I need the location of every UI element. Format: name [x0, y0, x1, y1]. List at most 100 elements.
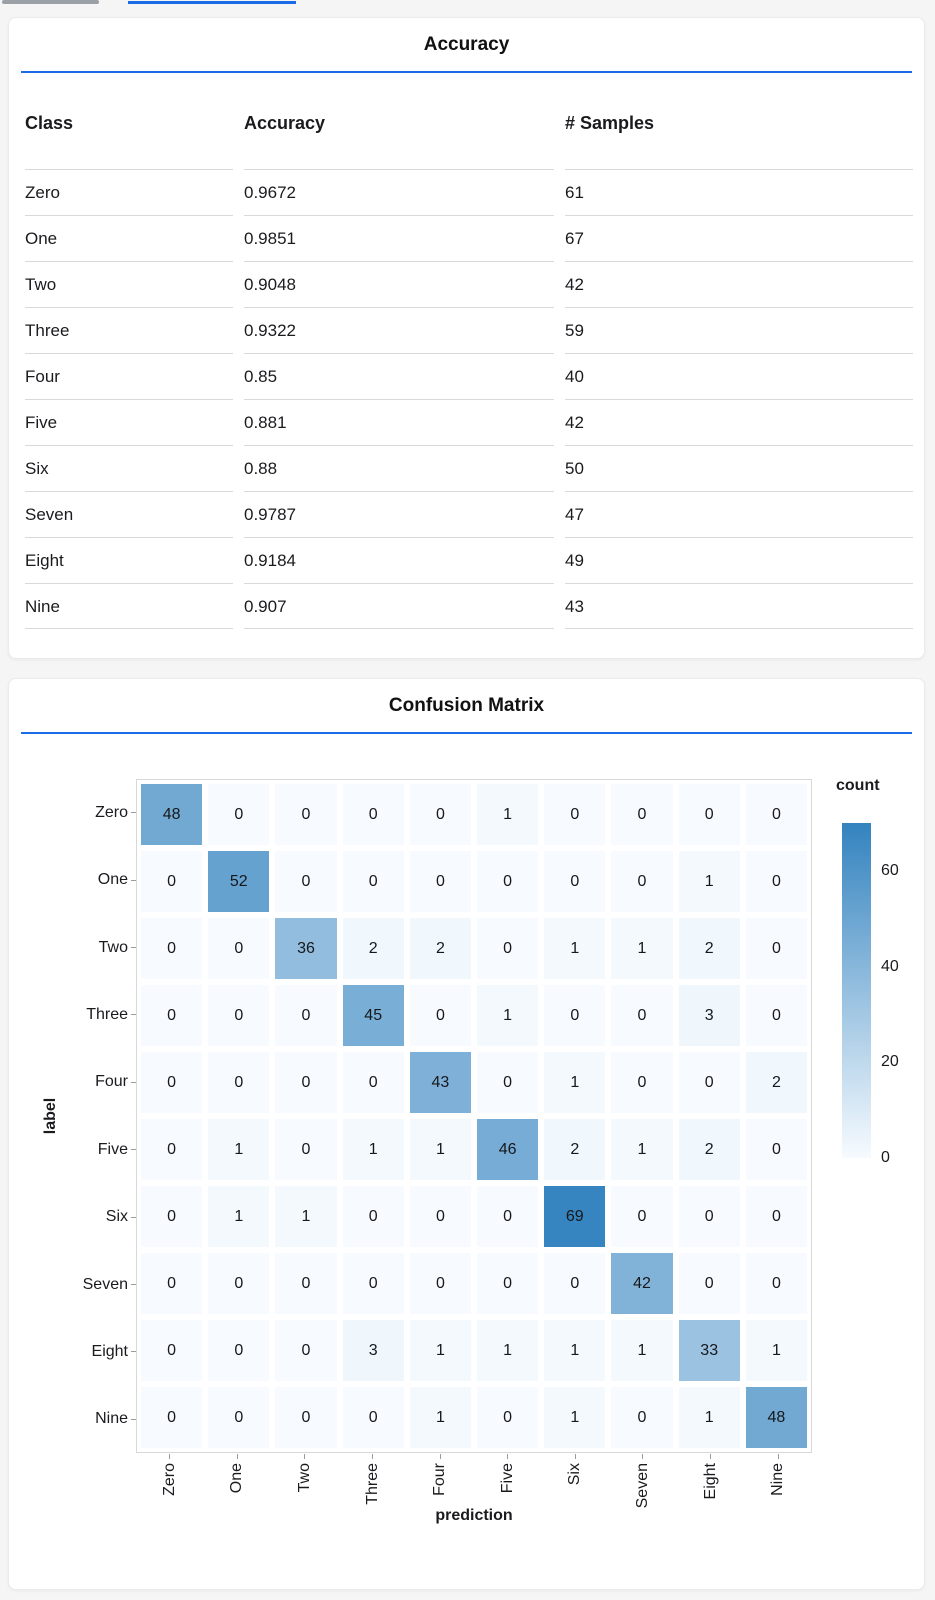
heatmap-cell: 0 [544, 784, 606, 845]
heatmap-cell: 0 [141, 985, 203, 1046]
x-tick-mark [507, 1454, 509, 1459]
heatmap-cell: 0 [141, 918, 203, 979]
y-axis: Zero One Two Three Four Five Six Seven Eight Nine [9, 779, 136, 1453]
table-cell: 59 [565, 307, 913, 353]
legend-title: count [836, 777, 880, 794]
x-tick-mark [169, 1454, 171, 1459]
table-cell: 0.88 [244, 445, 554, 491]
heatmap-cell: 0 [745, 918, 807, 979]
heatmap-cell: 0 [208, 918, 270, 979]
heatmap-cell: 1 [477, 1320, 539, 1381]
heatmap-cell: 0 [745, 1253, 807, 1314]
table-cell: 0.907 [244, 583, 554, 629]
heatmap-cell: 45 [342, 985, 404, 1046]
heatmap-cell: 48 [745, 1387, 807, 1448]
table-cell: Zero [25, 169, 233, 215]
tab-indicator-inactive[interactable] [2, 0, 99, 4]
x-tick-label: Two [295, 1463, 313, 1493]
heatmap-cell: 1 [409, 1387, 471, 1448]
heatmap-cell: 0 [611, 1052, 673, 1113]
heatmap-cell: 2 [544, 1119, 606, 1180]
x-tick: Two [271, 1454, 339, 1492]
legend-gradient-bar [842, 823, 871, 1158]
y-tick-mark [131, 1284, 136, 1286]
heatmap-cell: 33 [678, 1320, 740, 1381]
y-tick-mark [131, 1149, 136, 1151]
x-tick-mark [439, 1454, 441, 1459]
heatmap-cell: 2 [678, 918, 740, 979]
x-tick: Three [339, 1454, 407, 1505]
y-tick: Zero [9, 779, 136, 846]
x-tick-label: Five [498, 1463, 516, 1494]
table-cell: 0.9184 [244, 537, 554, 583]
accuracy-panel-title: Accuracy [423, 34, 510, 55]
heatmap-cell: 0 [275, 1052, 337, 1113]
heatmap-cell: 0 [141, 1387, 203, 1448]
table-cell: 42 [565, 399, 913, 445]
x-tick-label: Eight [701, 1463, 719, 1500]
table-cell: 40 [565, 353, 913, 399]
heatmap-cell: 52 [208, 851, 270, 912]
heatmap-cell: 0 [275, 1253, 337, 1314]
heatmap-cell: 0 [275, 851, 337, 912]
y-tick-label: Eight [91, 1342, 128, 1360]
legend-tick-label: 20 [881, 1053, 899, 1071]
heatmap-cell: 0 [611, 985, 673, 1046]
y-tick-mark [131, 812, 136, 814]
accuracy-table: Class Accuracy # Samples Zero 0.9672 61 One 0.9… [25, 102, 913, 629]
heatmap-cell: 0 [611, 784, 673, 845]
heatmap-cell: 1 [342, 1119, 404, 1180]
heatmap-cell: 0 [678, 1186, 740, 1247]
heatmap-cell: 42 [611, 1253, 673, 1314]
x-tick-mark [372, 1454, 374, 1459]
y-tick-mark [131, 879, 136, 881]
heatmap-cell: 0 [342, 1186, 404, 1247]
heatmap-cell: 2 [342, 918, 404, 979]
heatmap-cell: 1 [611, 918, 673, 979]
y-tick-label: Five [97, 1140, 128, 1158]
heatmap-cell: 0 [678, 784, 740, 845]
y-tick: Four [9, 1049, 136, 1116]
heatmap-cell: 1 [611, 1320, 673, 1381]
x-tick: Four [406, 1454, 474, 1496]
x-tick: Five [474, 1454, 542, 1493]
x-tick: Zero [136, 1454, 204, 1496]
y-tick: Eight [9, 1318, 136, 1385]
x-tick-mark [236, 1454, 238, 1459]
heatmap-cell: 0 [745, 851, 807, 912]
y-tick: One [9, 846, 136, 913]
heatmap-cell: 0 [477, 1186, 539, 1247]
table-cell: 67 [565, 215, 913, 261]
x-tick-label: Three [363, 1463, 381, 1505]
heatmap-cell: 1 [745, 1320, 807, 1381]
heatmap-cell: 0 [477, 1387, 539, 1448]
x-tick-label: Seven [633, 1463, 651, 1509]
accent-divider [21, 71, 912, 73]
table-cell: 0.881 [244, 399, 554, 445]
table-cell: 47 [565, 491, 913, 537]
heatmap-cell: 46 [477, 1119, 539, 1180]
heatmap-cell: 0 [208, 1253, 270, 1314]
confusion-panel-title: Confusion Matrix [388, 695, 545, 716]
heatmap-cell: 1 [477, 784, 539, 845]
x-tick: One [204, 1454, 272, 1493]
heatmap-cell: 1 [678, 851, 740, 912]
table-cell: 0.9322 [244, 307, 554, 353]
table-cell: 43 [565, 583, 913, 629]
heatmap-cell: 0 [342, 1253, 404, 1314]
x-tick-mark [710, 1454, 712, 1459]
x-tick: Nine [744, 1454, 812, 1496]
heatmap-cell: 0 [409, 1253, 471, 1314]
heatmap-cell: 0 [611, 851, 673, 912]
table-cell: 42 [565, 261, 913, 307]
table-cell: Two [25, 261, 233, 307]
y-tick-mark [131, 1418, 136, 1420]
heatmap-cell: 2 [745, 1052, 807, 1113]
x-tick: Seven [609, 1454, 677, 1508]
tab-indicator-active[interactable] [128, 1, 296, 4]
heatmap-cell: 0 [275, 1387, 337, 1448]
heatmap-cell: 0 [544, 1253, 606, 1314]
y-tick: Three [9, 981, 136, 1048]
x-axis-title: prediction [435, 1507, 513, 1524]
